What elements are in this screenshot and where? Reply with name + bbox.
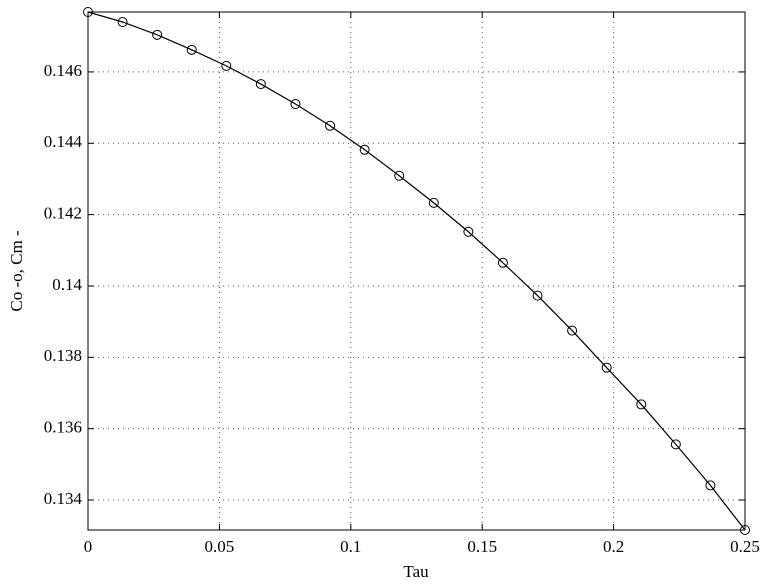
data-marker [152, 29, 163, 40]
data-marker [636, 399, 647, 410]
data-marker [221, 60, 232, 71]
y-tick-label: 0.134 [44, 489, 83, 508]
data-marker [567, 325, 578, 336]
data-marker [532, 290, 543, 301]
data-marker [255, 79, 266, 90]
data-marker [463, 226, 474, 237]
data-marker [359, 144, 370, 155]
y-tick-label: 0.144 [44, 132, 83, 151]
data-marker [117, 16, 128, 27]
y-tick-label: 0.142 [44, 204, 82, 223]
y-axis-label: Co -o, Cm - [7, 230, 26, 312]
y-tick-label: 0.136 [44, 418, 82, 437]
data-marker [394, 170, 405, 181]
data-marker [325, 120, 336, 131]
data-marker [705, 480, 716, 491]
x-tick-label: 0.05 [205, 537, 235, 556]
data-marker [83, 7, 93, 17]
x-tick-label: 0.15 [467, 537, 497, 556]
x-tick-label: 0.2 [603, 537, 624, 556]
y-tick-label: 0.146 [44, 61, 82, 80]
data-marker [670, 439, 681, 450]
data-marker [601, 362, 612, 373]
x-axis-label: Tau [403, 562, 429, 581]
x-tick-label: 0.25 [730, 537, 760, 556]
data-marker [428, 197, 439, 208]
x-tick-label: 0.1 [340, 537, 361, 556]
data-marker [290, 99, 301, 110]
x-tick-label: 0 [84, 537, 93, 556]
plot-frame [87, 11, 746, 531]
data-marker [186, 44, 197, 55]
data-marker [740, 525, 750, 535]
y-tick-label: 0.14 [52, 275, 82, 294]
data-marker [497, 257, 508, 268]
y-tick-label: 0.138 [44, 346, 82, 365]
data-line [87, 11, 746, 531]
